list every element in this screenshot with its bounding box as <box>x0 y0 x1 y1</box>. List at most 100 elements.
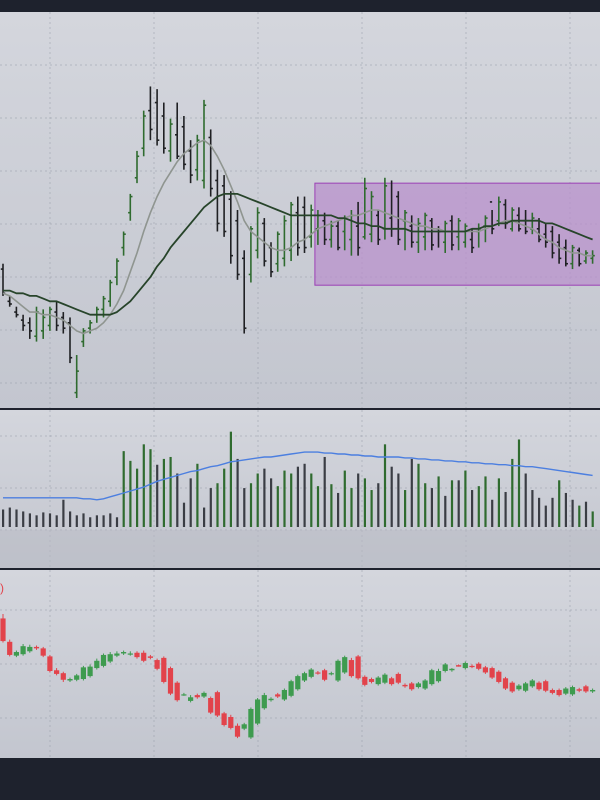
ohlc-bar <box>168 118 173 162</box>
volume-bar <box>330 484 333 527</box>
volume-bar <box>256 473 259 527</box>
ohlc-bar <box>583 250 589 264</box>
volume-bar <box>115 517 119 527</box>
indicator-candle <box>248 707 254 739</box>
ohlc-bar <box>20 314 26 331</box>
indicator-candle <box>590 688 596 693</box>
indicator-candle <box>201 691 207 699</box>
ohlc-bar <box>456 218 461 251</box>
ohlc-bar <box>181 116 187 170</box>
indicator-candle-body <box>576 689 582 691</box>
ohlc-bar <box>369 191 374 243</box>
indicator-candle <box>174 681 180 702</box>
indicator-candle-body <box>94 660 100 669</box>
indicator-candle <box>127 651 133 656</box>
indicator-candle-body <box>107 654 113 662</box>
ohlc-bar <box>469 228 475 253</box>
ohlc-bar <box>14 306 19 318</box>
volume-bar <box>276 486 279 527</box>
indicator-candle <box>241 722 247 731</box>
indicator-candle <box>476 662 482 671</box>
indicator-candle <box>516 684 522 691</box>
ohlc-bar <box>255 207 260 259</box>
ohlc-bar <box>288 201 294 262</box>
volume-bar <box>591 511 594 527</box>
indicator-candle-body <box>194 695 200 698</box>
ohlc-bar <box>54 301 59 331</box>
indicator-candle-body <box>489 668 495 678</box>
volume-bar <box>229 431 232 527</box>
volume-bar <box>316 486 320 527</box>
indicator-candle <box>442 662 448 673</box>
ohlc-bar <box>429 218 434 251</box>
ohlc-bar <box>128 193 133 221</box>
indicator-candle-body <box>161 657 167 682</box>
volume-bar <box>424 483 427 527</box>
indicator-candle-body <box>7 641 13 655</box>
ohlc-bar <box>590 250 595 264</box>
indicator-candle <box>563 687 569 696</box>
ohlc-bar <box>543 223 548 248</box>
indicator-candle-body <box>127 653 133 655</box>
indicator-candle <box>348 657 354 678</box>
ohlc-bar <box>242 250 247 334</box>
price-pane[interactable] <box>0 12 600 408</box>
ohlc-bar <box>108 279 113 307</box>
indicator-candle <box>214 690 220 717</box>
volume-bar <box>497 478 500 527</box>
volume-bar <box>404 490 407 527</box>
indicator-candle <box>33 645 40 650</box>
indicator-candle-body <box>556 689 562 696</box>
indicator-candle-body <box>208 698 214 713</box>
ohlc-bar <box>355 201 361 256</box>
indicator-candle <box>301 671 308 682</box>
indicator-pane[interactable]: ) <box>0 570 600 758</box>
indicator-candle <box>188 695 194 703</box>
indicator-candle-body <box>389 678 395 685</box>
indicator-candle-body <box>482 667 488 673</box>
volume-bar <box>397 473 400 527</box>
volume-bar <box>564 492 567 527</box>
volume-bar <box>457 480 460 527</box>
ohlc-bar <box>295 196 300 256</box>
indicator-candle <box>114 651 120 658</box>
indicator-candle <box>335 659 341 682</box>
volume-bar <box>517 439 521 527</box>
ohlc-bar <box>235 210 240 280</box>
indicator-grid <box>0 570 600 758</box>
ohlc-bar <box>443 220 448 253</box>
indicator-candle-body <box>409 683 415 690</box>
indicator-candle-body <box>395 673 401 683</box>
indicator-candle-body <box>201 692 207 697</box>
volume-bar <box>249 483 253 527</box>
indicator-candle-body <box>308 669 314 677</box>
indicator-candle-body <box>543 681 549 691</box>
ohlc-bar <box>489 201 495 235</box>
indicator-candle <box>234 723 241 739</box>
indicator-candle-body <box>114 653 120 656</box>
indicator-candle-body <box>141 652 147 661</box>
indicator-candle <box>194 693 200 699</box>
volume-bar <box>571 499 574 527</box>
indicator-candle <box>482 665 488 674</box>
indicator-candle-body <box>449 668 455 671</box>
volume-bar <box>2 509 5 527</box>
volume-pane[interactable] <box>0 410 600 568</box>
indicator-candle <box>342 655 348 674</box>
indicator-candle-body <box>335 660 341 681</box>
indicator-candle-body <box>301 673 308 681</box>
ohlc-bar <box>376 210 381 245</box>
volume-bar <box>511 458 514 527</box>
indicator-candle <box>255 698 261 726</box>
indicator-candle <box>295 674 301 691</box>
indicator-candle-body <box>121 652 127 654</box>
indicator-candle <box>536 681 542 691</box>
indicator-candle <box>462 661 468 670</box>
indicator-candle-body <box>402 684 408 687</box>
volume-bar <box>15 509 18 527</box>
indicator-candle <box>208 696 214 715</box>
indicator-candle-body <box>268 698 274 701</box>
volume-bar <box>323 456 326 527</box>
indicator-candle-body <box>322 670 328 680</box>
